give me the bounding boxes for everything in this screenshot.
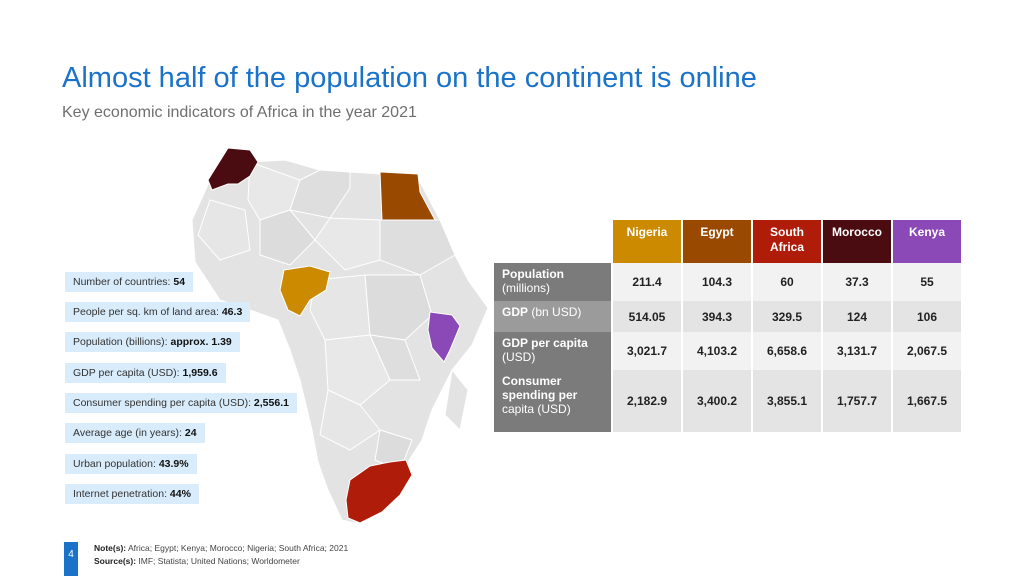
page-title: Almost half of the population on the con… <box>62 62 757 94</box>
row-label: Population (millions) <box>494 263 612 301</box>
header-kenya: Kenya <box>891 220 961 263</box>
row-label: GDP (bn USD) <box>494 301 612 332</box>
fact-value: 46.3 <box>221 306 243 318</box>
fact-average-age: Average age (in years): 24 <box>65 423 205 443</box>
row-label: GDP per capita (USD) <box>494 332 612 370</box>
row-label-unit: capita (USD) <box>502 402 571 416</box>
table-cell: 3,021.7 <box>611 332 682 370</box>
kenya-shape <box>427 311 461 363</box>
header-label: Nigeria <box>626 225 668 239</box>
header-label: South <box>770 225 804 239</box>
header-morocco: Morocco <box>821 220 892 263</box>
fact-label: Urban population: <box>73 458 156 470</box>
row-label-unit: (USD) <box>502 350 536 364</box>
fact-label: People per sq. km of land area: <box>73 306 219 318</box>
table-cell: 37.3 <box>821 263 892 301</box>
fact-value: 44% <box>169 488 191 500</box>
page-number: 4 <box>64 542 78 576</box>
fact-value: 24 <box>184 427 197 439</box>
table-cell: 211.4 <box>611 263 682 301</box>
table-row: GDP (bn USD) 514.05 394.3 329.5 124 106 <box>494 301 961 332</box>
table-row: Population (millions) 211.4 104.3 60 37.3… <box>494 263 961 301</box>
table-row: Consumer spending per capita (USD) 2,182.… <box>494 370 961 432</box>
row-label-bold: Consumer spending per <box>502 374 578 402</box>
table-cell: 3,400.2 <box>681 370 752 432</box>
africa-map <box>191 147 489 524</box>
africa-continent <box>191 159 489 524</box>
fact-value: 43.9% <box>158 458 189 470</box>
note-text: Africa; Egypt; Kenya; Morocco; Nigeria; … <box>128 543 349 553</box>
note-line: Note(s): Africa; Egypt; Kenya; Morocco; … <box>94 542 348 555</box>
header-south-africa: South Africa <box>751 220 822 263</box>
row-label-unit: (millions) <box>502 281 550 295</box>
table-cell: 106 <box>891 301 961 332</box>
table-cell: 2,182.9 <box>611 370 682 432</box>
fact-value: approx. 1.39 <box>170 336 232 348</box>
table-row: GDP per capita (USD) 3,021.7 4,103.2 6,65… <box>494 332 961 370</box>
source-label: Source(s): <box>94 556 137 566</box>
fact-people-per-sq-km: People per sq. km of land area: 46.3 <box>65 302 251 322</box>
row-label-bold: GDP per capita <box>502 336 588 350</box>
fact-label: Consumer spending per capita (USD): <box>73 397 251 409</box>
header-nigeria: Nigeria <box>611 220 682 263</box>
table-cell: 514.05 <box>611 301 682 332</box>
source-line: Source(s): IMF; Statista; United Nations… <box>94 555 348 568</box>
row-label-unit: (bn USD) <box>531 305 582 319</box>
table-cell: 55 <box>891 263 961 301</box>
table-header-row: Nigeria Egypt South Africa Morocco Kenya <box>494 220 961 263</box>
header-corner <box>494 220 612 263</box>
row-label-bold: Population <box>502 267 564 281</box>
table-cell: 1,757.7 <box>821 370 892 432</box>
note-label: Note(s): <box>94 543 127 553</box>
header-label: Egypt <box>700 225 734 239</box>
table-cell: 2,067.5 <box>891 332 961 370</box>
footnotes: Note(s): Africa; Egypt; Kenya; Morocco; … <box>94 542 348 568</box>
morocco-shape <box>207 147 259 191</box>
fact-internet-penetration: Internet penetration: 44% <box>65 484 199 504</box>
header-label: Morocco <box>831 225 882 239</box>
fact-label: Internet penetration: <box>73 488 167 500</box>
indicators-table: Nigeria Egypt South Africa Morocco Kenya … <box>494 220 961 432</box>
fact-label: GDP per capita (USD): <box>73 367 180 379</box>
table-cell: 1,667.5 <box>891 370 961 432</box>
table-cell: 3,131.7 <box>821 332 892 370</box>
header-label: Africa <box>769 240 804 254</box>
fact-population: Population (billions): approx. 1.39 <box>65 332 240 352</box>
source-text: IMF; Statista; United Nations; Worldomet… <box>138 556 300 566</box>
row-label-bold: GDP <box>502 305 529 319</box>
table-cell: 124 <box>821 301 892 332</box>
header-label: Kenya <box>908 225 946 239</box>
fact-label: Number of countries: <box>73 276 171 288</box>
fact-urban-population: Urban population: 43.9% <box>65 454 197 474</box>
header-egypt: Egypt <box>681 220 752 263</box>
fact-consumer-spending: Consumer spending per capita (USD): 2,55… <box>65 393 297 413</box>
fact-value: 1,959.6 <box>182 367 218 379</box>
row-label: Consumer spending per capita (USD) <box>494 370 612 432</box>
egypt-shape <box>379 171 436 221</box>
fact-value: 54 <box>173 276 186 288</box>
page-subtitle: Key economic indicators of Africa in the… <box>62 104 417 121</box>
fact-gdp-per-capita: GDP per capita (USD): 1,959.6 <box>65 363 226 383</box>
fact-number-of-countries: Number of countries: 54 <box>65 272 194 292</box>
fact-label: Average age (in years): <box>73 427 182 439</box>
table-cell: 6,658.6 <box>751 332 822 370</box>
nigeria-shape <box>279 265 331 317</box>
table-cell: 3,855.1 <box>751 370 822 432</box>
table-cell: 60 <box>751 263 822 301</box>
table-cell: 4,103.2 <box>681 332 752 370</box>
south-africa-shape <box>345 459 413 524</box>
fact-value: 2,556.1 <box>253 397 289 409</box>
table-cell: 104.3 <box>681 263 752 301</box>
table-cell: 329.5 <box>751 301 822 332</box>
fact-label: Population (billions): <box>73 336 168 348</box>
table-cell: 394.3 <box>681 301 752 332</box>
